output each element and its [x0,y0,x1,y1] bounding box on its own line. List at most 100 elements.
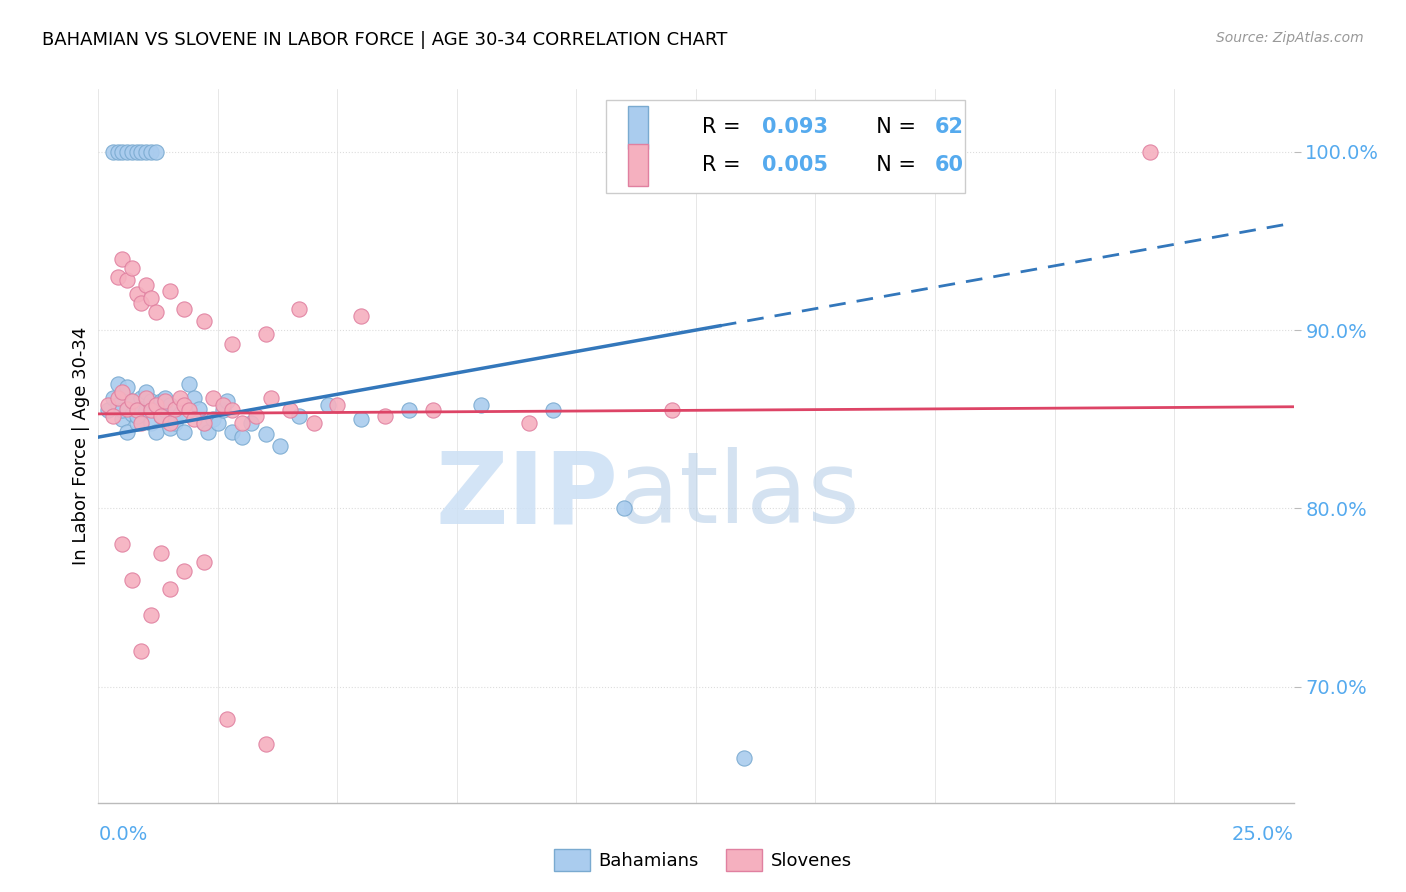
Point [207,416,229,430]
Point [107,398,129,412]
Point [169,407,191,421]
Point [179,403,201,417]
Point [350,412,373,426]
Point [107,269,129,284]
Text: Source: ZipAtlas.com: Source: ZipAtlas.com [1216,31,1364,45]
Point [135,385,157,400]
Point [135,278,157,293]
Point [145,398,167,412]
Point [231,416,253,430]
Point [145,398,167,412]
Point [288,409,311,423]
Point [131,416,153,430]
Point [145,305,167,319]
Text: BAHAMIAN VS SLOVENE IN LABOR FORCE | AGE 30-34 CORRELATION CHART: BAHAMIAN VS SLOVENE IN LABOR FORCE | AGE… [42,31,727,49]
Text: 0.005: 0.005 [762,155,828,175]
Point [163,412,186,426]
Point [115,380,138,394]
Point [302,416,325,430]
Point [139,608,162,623]
Point [211,398,233,412]
Point [613,501,636,516]
Point [159,582,181,596]
Point [139,145,162,159]
Point [541,403,564,417]
Point [145,425,167,439]
Point [173,564,195,578]
Point [107,145,129,159]
Point [197,425,219,439]
Text: R =: R = [702,118,747,137]
Point [145,145,167,159]
Point [155,403,177,417]
Point [221,337,243,351]
Point [173,425,195,439]
Point [135,391,157,405]
Text: R =: R = [702,155,747,175]
Point [131,296,153,310]
Point [111,385,134,400]
FancyBboxPatch shape [628,106,648,148]
Point [111,537,134,551]
Point [240,416,263,430]
Point [217,394,239,409]
Text: 60: 60 [935,155,965,175]
Point [163,416,186,430]
Point [173,398,195,412]
Point [173,301,195,316]
Point [733,751,755,765]
Point [187,401,209,416]
Point [131,391,153,405]
Point [245,409,267,423]
Point [221,403,243,417]
Point [179,376,201,391]
Point [470,398,492,412]
Point [193,416,215,430]
Text: 0.093: 0.093 [762,118,828,137]
Point [139,416,162,430]
Point [139,291,162,305]
Point [115,145,138,159]
Point [111,403,134,417]
Point [278,403,301,417]
Point [288,301,311,316]
Point [115,401,138,416]
Point [131,401,153,416]
Point [121,407,143,421]
Point [131,644,153,658]
Point [374,409,396,423]
Point [254,737,277,751]
Point [125,403,148,417]
Point [135,403,157,417]
Text: ZIP: ZIP [436,448,619,544]
Point [193,314,215,328]
Point [107,376,129,391]
Text: atlas: atlas [619,448,860,544]
Point [221,425,243,439]
Point [269,439,291,453]
Point [149,546,172,560]
Point [159,398,181,412]
Point [231,430,253,444]
Text: 0.0%: 0.0% [98,824,148,844]
Point [202,391,225,405]
Point [125,409,148,423]
Point [97,403,120,417]
Point [1139,145,1161,159]
Point [398,403,420,417]
Point [259,391,281,405]
Text: N =: N = [863,155,922,175]
Point [316,398,339,412]
Point [149,409,172,423]
Point [101,409,124,423]
Point [131,145,153,159]
FancyBboxPatch shape [628,145,648,186]
Point [121,145,143,159]
Point [149,409,172,423]
Text: 62: 62 [935,118,965,137]
Point [193,555,215,569]
Point [163,401,186,416]
Point [169,391,191,405]
Point [115,273,138,287]
Point [111,252,134,266]
